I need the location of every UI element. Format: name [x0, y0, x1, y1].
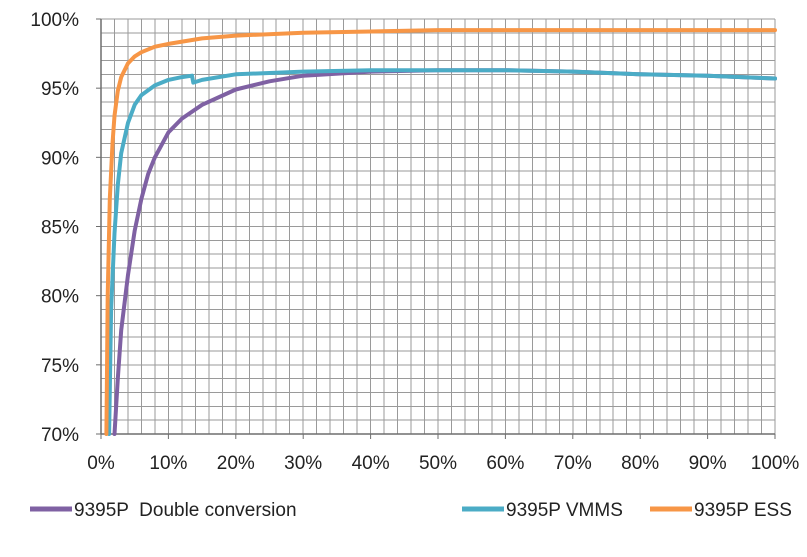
x-tick-label: 60%	[486, 453, 524, 474]
y-tick-label: 100%	[30, 10, 79, 31]
x-tick-label: 30%	[284, 453, 322, 474]
y-tick-label: 85%	[41, 218, 79, 239]
x-tick-label: 70%	[554, 453, 592, 474]
axes: 0% 10% 20% 30% 40% 50% 60% 70% 80% 90% 100% 70% 75% 8…	[30, 10, 799, 474]
y-tick-label: 70%	[41, 425, 79, 446]
x-tick-label: 80%	[621, 453, 659, 474]
x-tick-label: 90%	[689, 453, 727, 474]
series-line-3	[104, 28, 777, 436]
x-tick-label: 100%	[751, 453, 800, 474]
x-tick-label: 20%	[217, 453, 255, 474]
x-tick-label: 50%	[419, 453, 457, 474]
y-tick-label: 75%	[41, 356, 79, 377]
y-tick-label: 90%	[41, 148, 79, 169]
x-tick-label: 40%	[352, 453, 390, 474]
x-tick-label: 10%	[149, 453, 187, 474]
series-line-1	[112, 68, 777, 436]
y-tick-label: 95%	[41, 79, 79, 100]
series-lines	[104, 28, 777, 436]
legend-label-1: 9395P Double conversion	[74, 500, 297, 521]
x-tick-label: 0%	[87, 453, 115, 474]
y-tick-label: 80%	[41, 287, 79, 308]
legend: 9395P Double conversion 9395P VMMS 9395P E…	[30, 500, 792, 521]
legend-label-2: 9395P VMMS	[506, 500, 623, 521]
legend-label-3: 9395P ESS	[694, 500, 792, 521]
series-line-2	[107, 68, 777, 436]
